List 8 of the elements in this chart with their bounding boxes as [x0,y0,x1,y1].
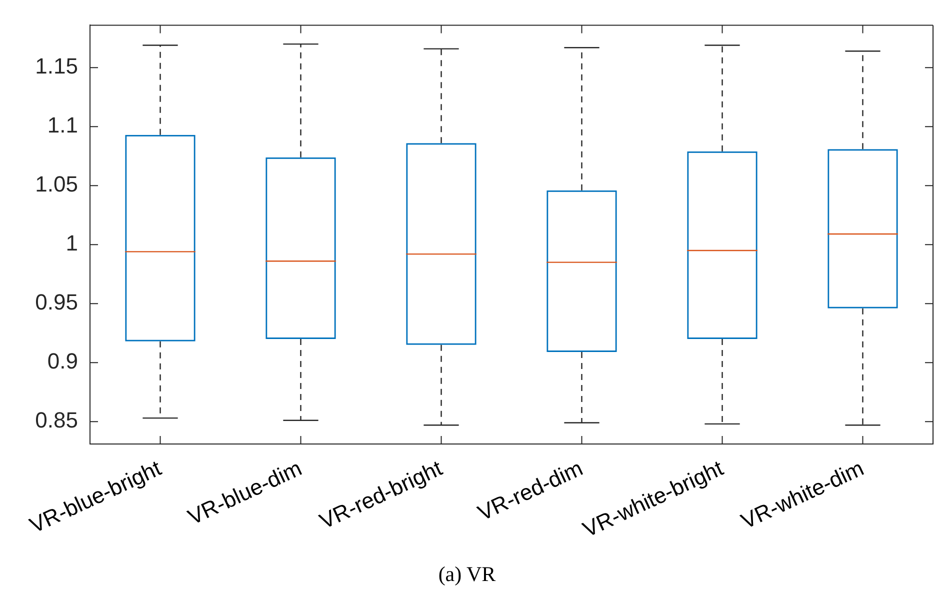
y-tick-label: 1.1 [47,112,78,138]
y-tick-label: 1.05 [35,172,78,197]
y-tick-label: 0.95 [35,290,78,315]
y-tick-label: 1.15 [35,54,78,79]
y-tick-label: 0.85 [35,408,78,433]
y-tick-label: 1 [66,230,78,256]
text: (a) VR [437,562,497,587]
y-tick-label: 0.9 [47,348,78,374]
